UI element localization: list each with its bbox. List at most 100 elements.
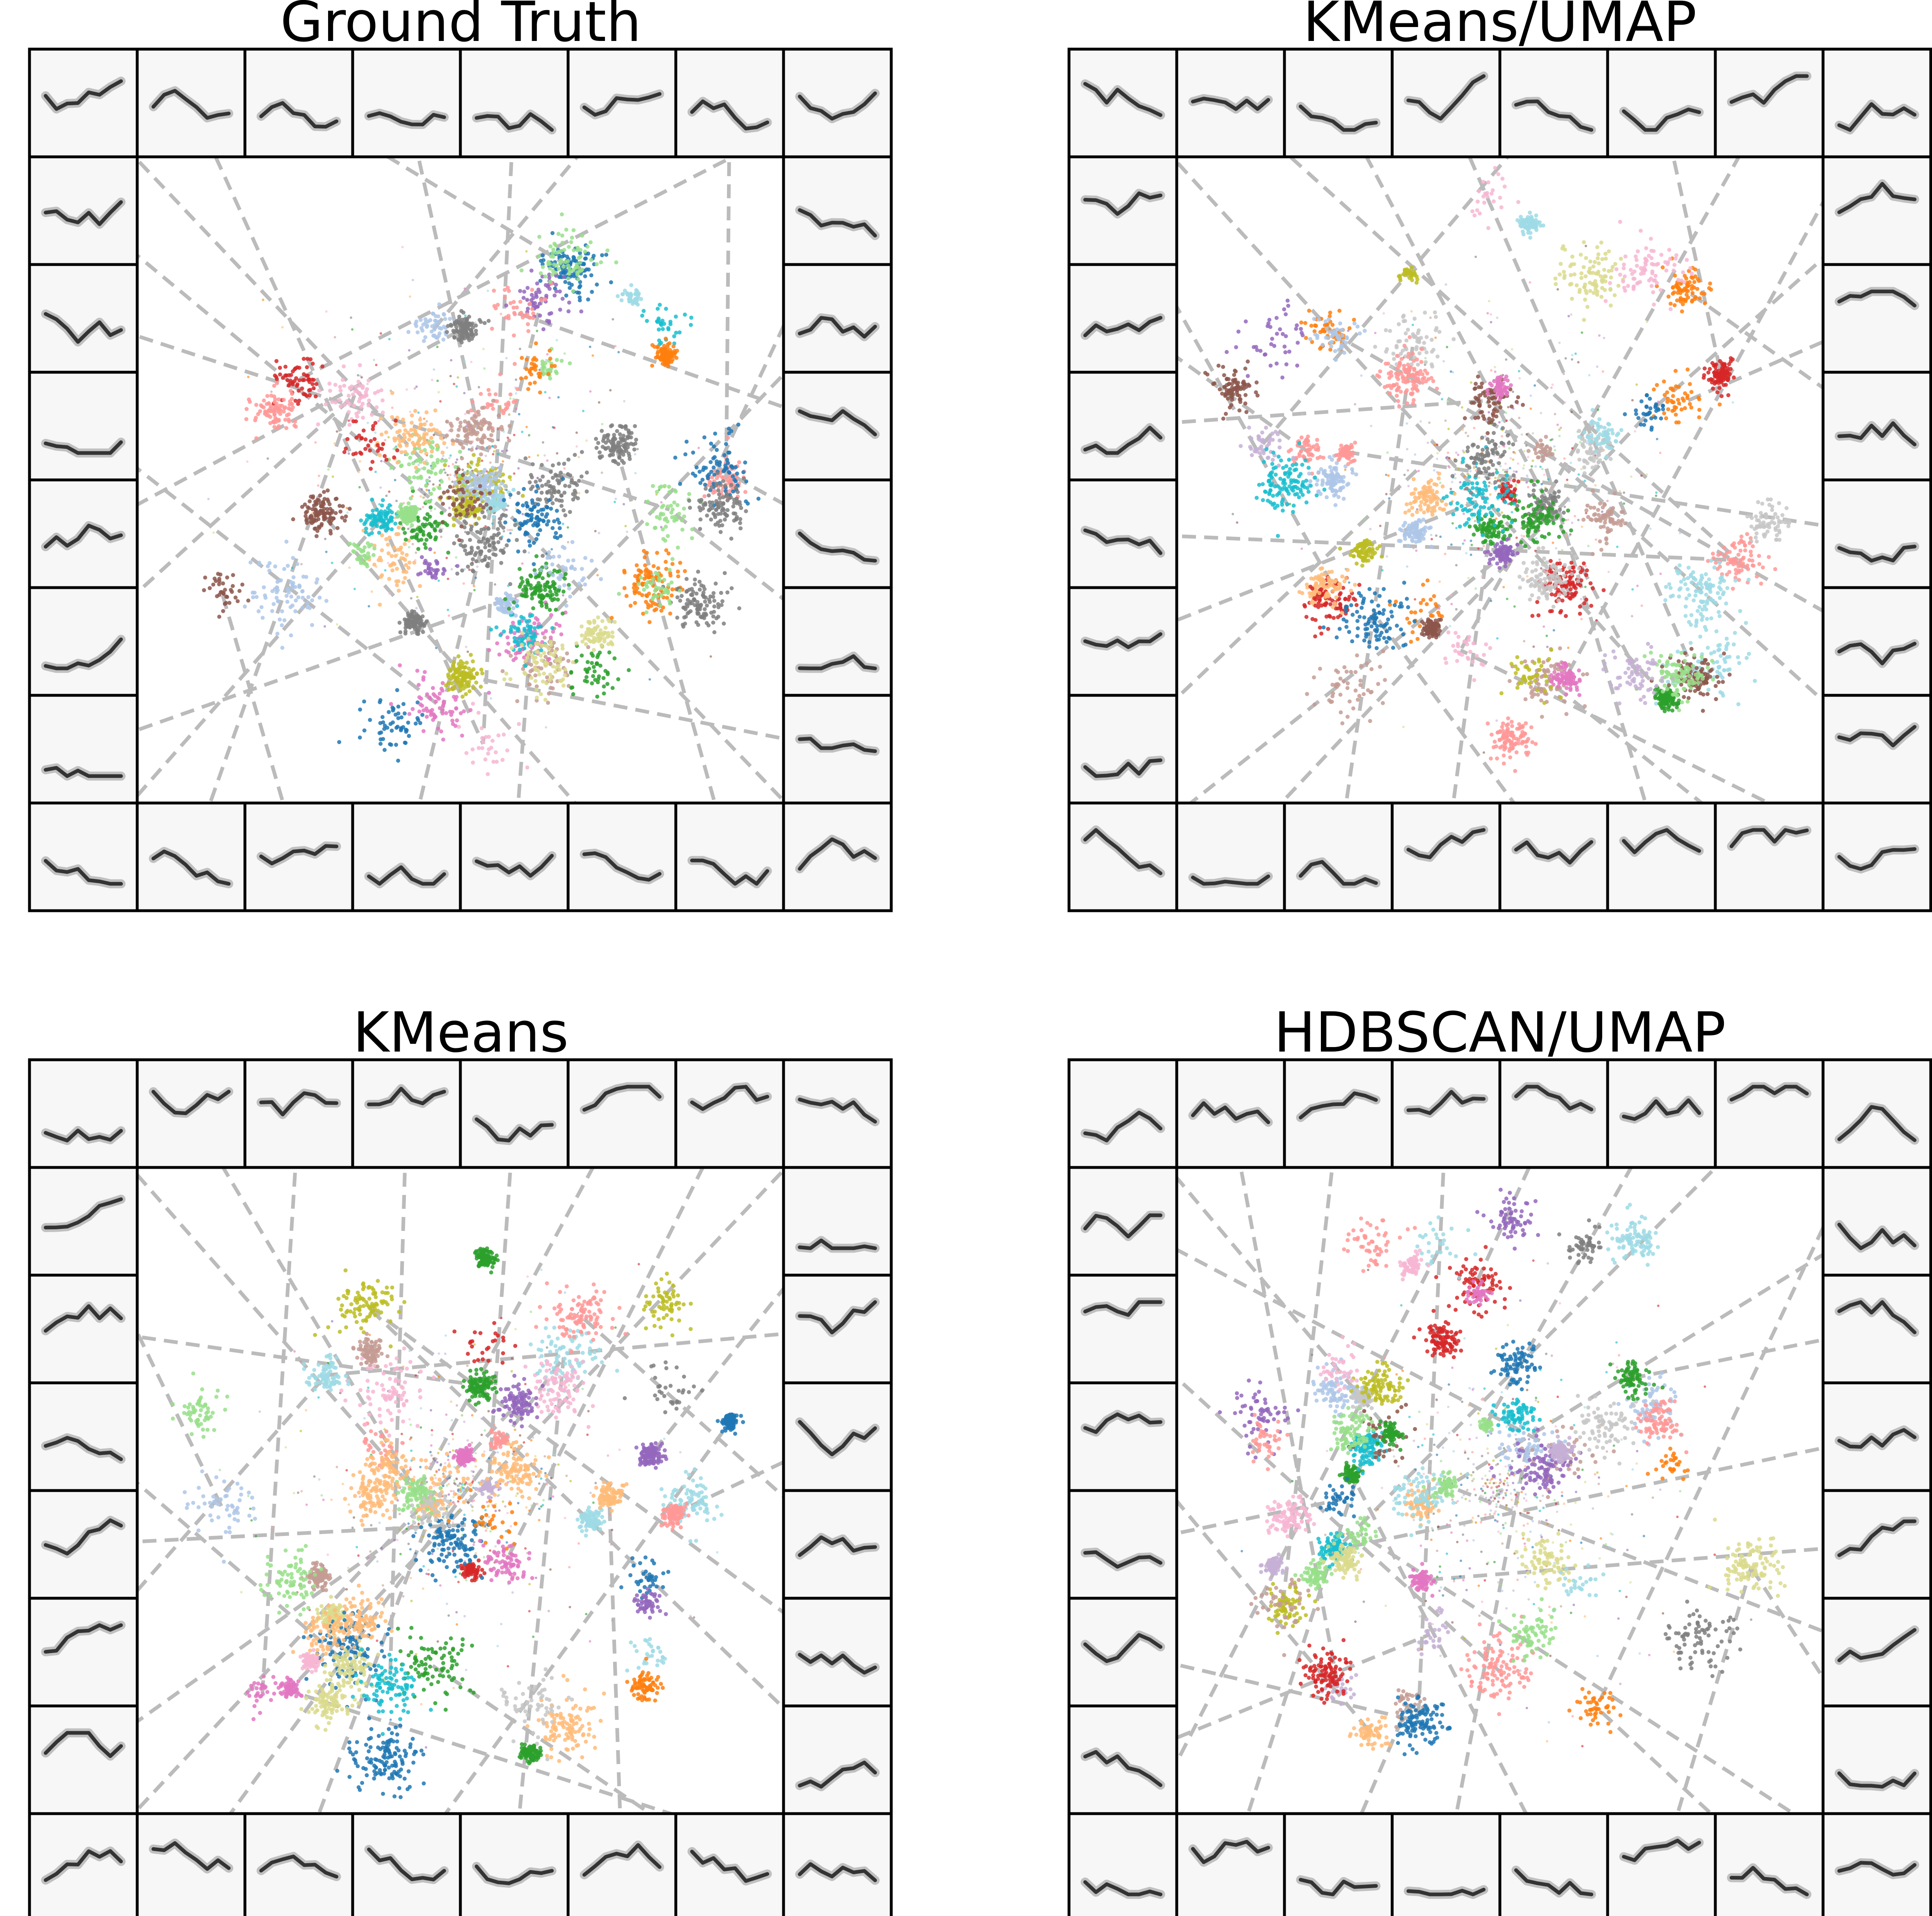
- scatter-point: [463, 360, 466, 363]
- scatter-point: [676, 569, 680, 574]
- scatter-point: [653, 525, 658, 530]
- scatter-point: [513, 523, 517, 527]
- scatter-point: [366, 403, 371, 407]
- scatter-point: [1385, 473, 1388, 476]
- scatter-point: [386, 506, 390, 510]
- scatter-point: [555, 263, 559, 267]
- scatter-point: [536, 287, 541, 292]
- scatter-point: [685, 589, 689, 593]
- scatter-point: [283, 364, 288, 369]
- scatter-point: [1549, 439, 1552, 441]
- scatter-point: [506, 650, 511, 655]
- scatter-point: [711, 465, 716, 470]
- scatter-point: [396, 758, 400, 763]
- spectrogram-thumbnail: [28, 478, 139, 589]
- scatter-point: [1527, 456, 1529, 459]
- scatter-point: [654, 585, 658, 590]
- scatter-point: [284, 426, 289, 430]
- scatter-point: [325, 310, 328, 313]
- scatter-point: [717, 463, 722, 467]
- scatter-point: [333, 382, 337, 387]
- scatter-point: [208, 586, 212, 590]
- scatter-point: [537, 301, 542, 306]
- scatter-point: [324, 599, 328, 603]
- scatter-point: [523, 313, 527, 318]
- scatter-point: [277, 617, 282, 622]
- scatter-point: [308, 357, 313, 362]
- scatter-point: [383, 454, 387, 458]
- scatter-point: [325, 507, 329, 511]
- scatter-point: [529, 372, 534, 377]
- scatter-point: [477, 471, 482, 475]
- scatter-point: [1488, 411, 1490, 414]
- scatter-point: [679, 594, 684, 598]
- scatter-point: [427, 695, 432, 699]
- scatter-point: [517, 620, 521, 624]
- scatter-point: [504, 672, 509, 676]
- scatter-point: [1457, 468, 1460, 471]
- connector-line: [717, 466, 787, 507]
- spectrogram-thumbnail: [28, 48, 139, 158]
- scatter-point: [520, 631, 524, 635]
- scatter-point: [378, 503, 381, 506]
- scatter-point: [507, 413, 510, 416]
- scatter-point: [347, 402, 352, 406]
- scatter-point: [577, 479, 581, 483]
- scatter-point: [655, 551, 659, 555]
- scatter-point: [343, 518, 347, 523]
- scatter-point: [1507, 406, 1510, 409]
- scatter-point: [621, 461, 626, 465]
- scatter-point: [1501, 419, 1504, 422]
- scatter-point: [549, 643, 553, 647]
- scatter-point: [570, 235, 574, 240]
- scatter-point: [508, 493, 513, 497]
- scatter-point: [712, 444, 716, 449]
- scatter-point: [549, 613, 553, 618]
- scatter-point: [678, 598, 682, 603]
- scatter-point: [486, 497, 490, 501]
- scatter-point: [576, 256, 581, 260]
- scatter-point: [429, 422, 433, 427]
- scatter-point: [437, 697, 441, 701]
- scatter-point: [529, 298, 534, 302]
- scatter-point: [352, 542, 356, 547]
- scatter-point: [398, 630, 403, 635]
- scatter-point: [394, 418, 398, 423]
- scatter-point: [448, 614, 451, 617]
- scatter-point: [1370, 425, 1373, 428]
- scatter-point: [1354, 403, 1357, 406]
- scatter-point: [462, 323, 467, 328]
- scatter-point: [1556, 288, 1559, 291]
- scatter-point: [415, 669, 419, 673]
- scatter-point: [459, 524, 464, 529]
- scatter-point: [709, 517, 713, 522]
- scatter-point: [392, 455, 396, 460]
- scatter-point: [698, 527, 702, 531]
- scatter-point: [533, 679, 538, 683]
- scatter-point: [467, 448, 470, 451]
- scatter-point: [650, 509, 655, 513]
- scatter-point: [546, 459, 549, 462]
- scatter-point: [640, 593, 644, 597]
- scatter-point: [254, 436, 258, 441]
- scatter-point: [389, 742, 393, 747]
- scatter-point: [548, 678, 552, 682]
- scatter-point: [313, 394, 318, 398]
- scatter-point: [597, 674, 601, 679]
- scatter-point: [401, 580, 405, 585]
- scatter-point: [223, 588, 227, 592]
- scatter-point: [580, 639, 585, 644]
- scatter-point: [664, 567, 668, 571]
- scatter-point: [551, 247, 556, 252]
- scatter-point: [357, 399, 361, 404]
- scatter-point: [483, 545, 487, 550]
- scatter-point: [247, 400, 252, 404]
- scatter-point: [231, 573, 235, 577]
- scatter-point: [415, 607, 418, 610]
- scatter-point: [448, 421, 453, 426]
- scatter-point: [550, 364, 554, 368]
- scatter-point: [351, 328, 354, 331]
- scatter-point: [382, 727, 387, 731]
- scatter-point: [410, 597, 412, 600]
- scatter-point: [633, 441, 638, 446]
